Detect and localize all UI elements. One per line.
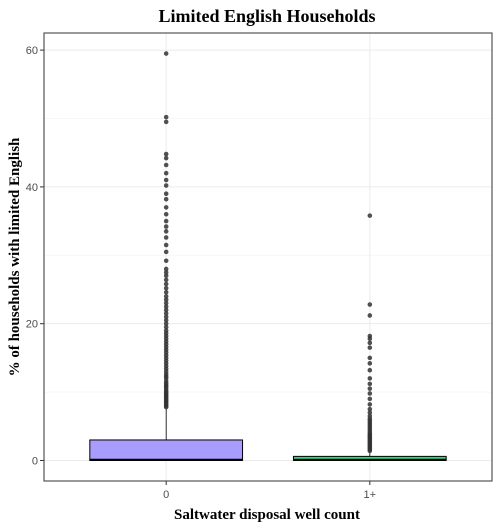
outlier-point	[368, 407, 373, 412]
box-0	[90, 408, 243, 460]
boxes	[90, 408, 446, 460]
x-axis: 0 1+	[163, 481, 376, 501]
outlier-point	[164, 250, 169, 255]
outlier-point	[164, 183, 169, 188]
box-rect	[90, 440, 243, 461]
outlier-point	[368, 402, 373, 407]
outlier-point	[164, 243, 169, 248]
outlier-point	[164, 171, 169, 176]
outlier-point	[368, 376, 373, 381]
outlier-point	[164, 115, 169, 120]
y-tick-label: 60	[26, 45, 38, 57]
outlier-point	[164, 212, 169, 217]
outlier-point	[164, 205, 169, 210]
x-tick-label: 1+	[364, 489, 377, 501]
outlier-point	[164, 258, 169, 263]
outlier-point	[368, 345, 373, 350]
outlier-point	[368, 368, 373, 373]
y-tick-label: 20	[26, 319, 38, 331]
outlier-point	[164, 294, 169, 299]
outlier-point	[164, 224, 169, 229]
outlier-point	[368, 313, 373, 318]
outlier-point	[368, 386, 373, 391]
outlier-point	[164, 156, 169, 161]
x-axis-label: Saltwater disposal well count	[174, 507, 360, 523]
outlier-point	[164, 219, 169, 224]
panel-border	[44, 33, 492, 481]
outlier-point	[368, 213, 373, 218]
y-axis-label: % of households with limited English	[7, 137, 23, 376]
outlier-point	[164, 51, 169, 56]
outlier-point	[164, 120, 169, 125]
chart-title: Limited English Households	[158, 6, 375, 26]
outlier-point	[164, 235, 169, 240]
outlier-point	[164, 286, 169, 291]
outlier-point	[164, 282, 169, 287]
outlier-point	[164, 290, 169, 295]
outlier-point	[164, 152, 169, 157]
outlier-point	[164, 278, 169, 283]
box-1+	[293, 452, 446, 460]
outlier-point	[368, 302, 373, 307]
outlier-point	[164, 178, 169, 183]
y-tick-label: 0	[32, 455, 38, 467]
outlier-point	[368, 397, 373, 402]
outlier-point	[164, 197, 169, 202]
outliers	[164, 51, 372, 453]
outlier-point	[368, 334, 373, 339]
outlier-point	[164, 191, 169, 196]
outlier-point	[368, 356, 373, 361]
outlier-point	[164, 229, 169, 234]
outlier-point	[368, 341, 373, 346]
y-axis: 0 20 40 60	[26, 45, 44, 467]
outlier-point	[368, 391, 373, 396]
outlier-point	[368, 382, 373, 387]
outlier-point	[368, 361, 373, 366]
x-tick-label: 0	[163, 489, 169, 501]
outlier-point	[164, 267, 169, 272]
y-tick-label: 40	[26, 182, 38, 194]
outlier-point	[164, 163, 169, 168]
grid	[44, 33, 492, 481]
